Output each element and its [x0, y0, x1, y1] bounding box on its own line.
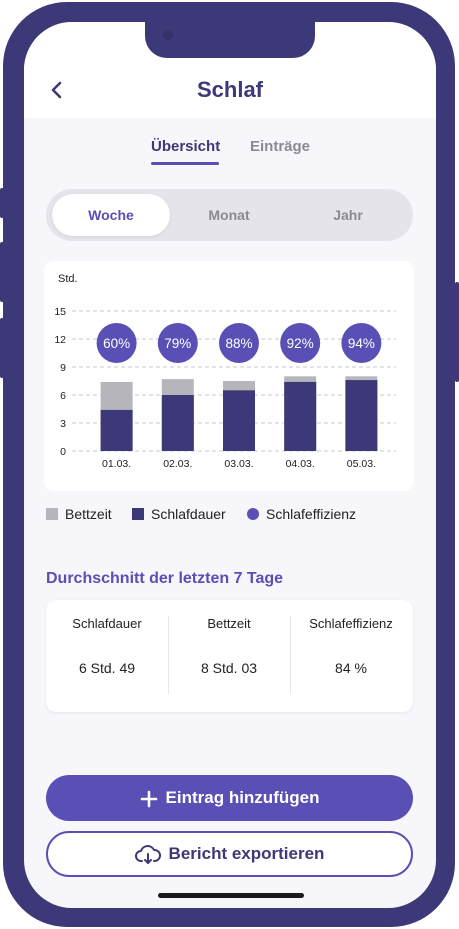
x-tick-label: 01.03.	[102, 458, 131, 470]
y-tick-label: 0	[60, 446, 66, 458]
y-tick-label: 15	[54, 306, 66, 318]
stat-value: 8 Std. 03	[200, 660, 258, 676]
stat-divider	[290, 616, 291, 694]
legend-label-sleep-efficiency: Schlafeffizienz	[266, 506, 357, 522]
stat-label: Schlafeffizienz	[309, 616, 393, 631]
active-tab-indicator	[151, 162, 219, 165]
bed-time-swatch	[46, 508, 58, 520]
sleep-duration-swatch	[132, 508, 144, 520]
side-button-right	[455, 282, 459, 382]
legend-label-bed-time: Bettzeit	[65, 506, 112, 522]
export-report-label: Bericht exportieren	[168, 844, 325, 863]
plus-icon	[140, 790, 157, 807]
sleep-chart: Std. 0 3 6 9 12 15 01.03. 60% 02.03. 79% 03.03. 88% 0…	[54, 273, 396, 470]
y-tick-label: 9	[60, 362, 66, 374]
stat-value: 84 %	[335, 660, 367, 676]
stat-value: 6 Std. 49	[78, 660, 136, 676]
efficiency-label: 60%	[103, 336, 130, 351]
x-tick-label: 04.03.	[286, 458, 315, 470]
home-indicator	[158, 893, 304, 898]
efficiency-bubble	[96, 323, 137, 363]
side-button-left-2	[0, 242, 4, 302]
period-selector: Woche Monat Jahr	[46, 189, 413, 241]
sleep-chart-card: Std. 0 3 6 9 12 15 01.03. 60% 02.03. 79% 03.03. 88% 0…	[44, 261, 414, 491]
page-title: Schlaf	[196, 77, 264, 102]
add-entry-button[interactable]: Eintrag hinzufügen	[46, 775, 413, 821]
bar-sleep-duration	[284, 381, 317, 451]
bar-sleep-duration	[345, 380, 378, 451]
chevron-left-icon	[51, 81, 62, 99]
legend-item-bed-time: Bettzeit	[46, 506, 112, 522]
add-entry-label: Eintrag hinzufügen	[165, 788, 320, 807]
y-tick-label: 12	[54, 334, 66, 346]
y-tick-label: 6	[60, 390, 66, 402]
tab-entries[interactable]: Einträge	[250, 138, 311, 155]
app-screen: Schlaf Übersicht Einträge Woche Monat Ja…	[24, 22, 436, 908]
averages-title: Durchschnitt der letzten 7 Tage	[46, 570, 284, 587]
efficiency-label: 92%	[287, 336, 314, 351]
side-button-left-3	[0, 318, 4, 378]
efficiency-bubble	[280, 323, 321, 363]
efficiency-bubble	[341, 323, 382, 363]
period-option-month[interactable]: Monat	[208, 207, 250, 223]
y-tick-label: 3	[60, 418, 66, 430]
efficiency-bubble	[157, 323, 198, 363]
stat-bed-time: Bettzeit 8 Std. 03	[168, 600, 290, 712]
app-header: Schlaf	[24, 22, 436, 118]
sleep-efficiency-swatch	[247, 508, 259, 520]
x-tick-label: 03.03.	[224, 458, 253, 470]
efficiency-label: 79%	[164, 336, 191, 351]
x-tick-label: 02.03.	[163, 458, 192, 470]
camera-icon	[163, 30, 173, 40]
period-option-week[interactable]: Woche	[52, 194, 170, 236]
bar-sleep-duration	[100, 409, 133, 451]
export-report-button[interactable]: Bericht exportieren	[46, 831, 413, 877]
stat-label: Schlafdauer	[72, 616, 142, 631]
stat-label: Bettzeit	[207, 616, 251, 631]
legend-item-sleep-efficiency: Schlafeffizienz	[247, 506, 356, 522]
bar-sleep-duration	[223, 390, 255, 451]
legend-label-sleep-duration: Schlafdauer	[151, 506, 226, 522]
efficiency-label: 94%	[348, 336, 375, 351]
y-axis-label: Std.	[58, 273, 78, 285]
x-tick-label: 05.03.	[347, 458, 376, 470]
stat-sleep-duration: Schlafdauer 6 Std. 49	[46, 600, 168, 712]
side-button-left-1	[0, 188, 4, 218]
period-option-year[interactable]: Jahr	[333, 207, 363, 223]
legend-item-sleep-duration: Schlafdauer	[132, 506, 226, 522]
stat-sleep-efficiency: Schlafeffizienz 84 %	[290, 600, 412, 712]
tab-overview[interactable]: Übersicht	[151, 138, 221, 155]
device-notch	[145, 22, 315, 58]
stat-divider	[168, 616, 169, 694]
efficiency-bubble	[219, 323, 259, 363]
averages-card: Schlafdauer 6 Std. 49 Bettzeit 8 Std. 03…	[46, 600, 413, 712]
view-tabs: Übersicht Einträge	[24, 138, 436, 170]
cloud-download-icon	[134, 844, 161, 864]
efficiency-label: 88%	[225, 336, 252, 351]
bar-sleep-duration	[161, 395, 194, 451]
back-button[interactable]	[44, 77, 70, 103]
